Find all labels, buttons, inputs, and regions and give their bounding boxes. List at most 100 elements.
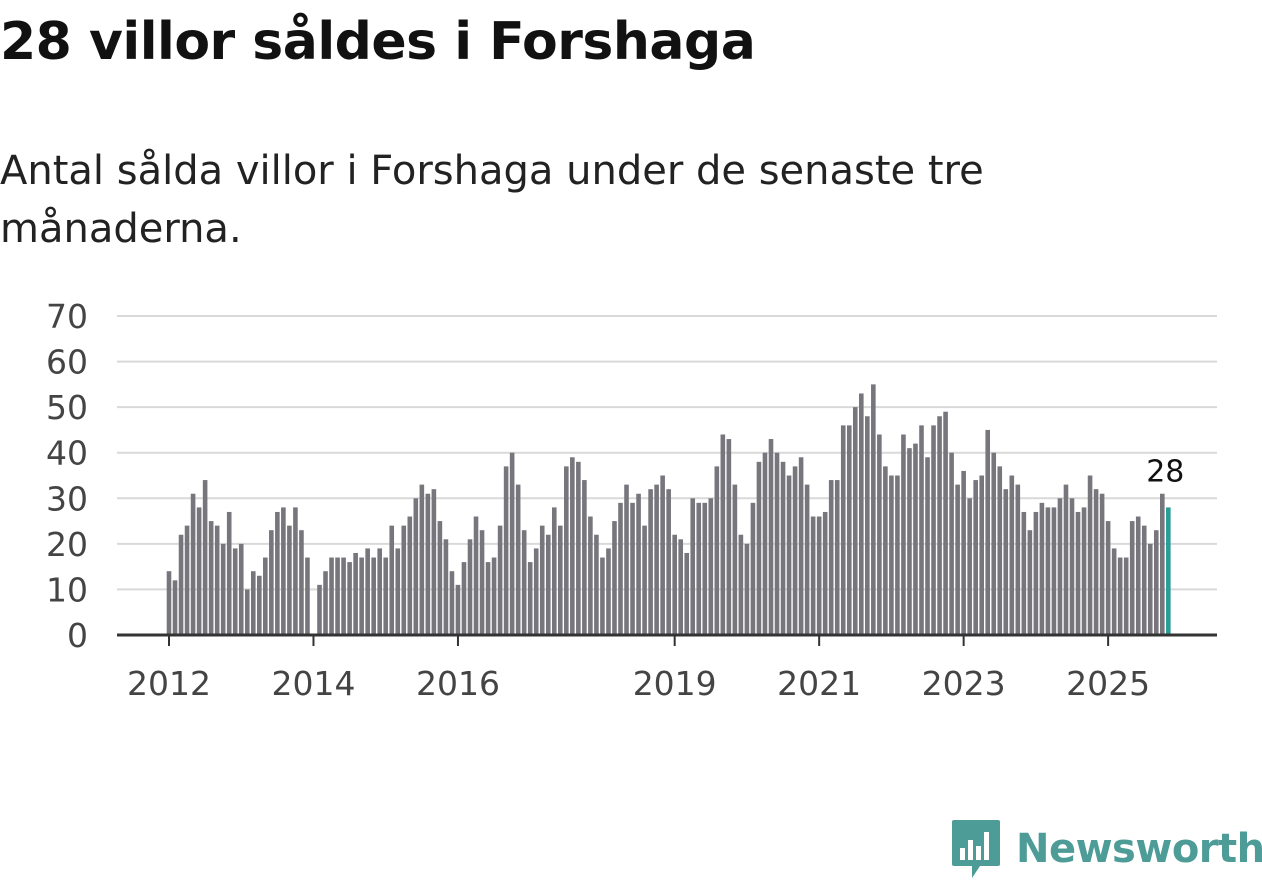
- bar: [497, 525, 503, 635]
- bar: [726, 439, 732, 635]
- bar: [232, 548, 238, 635]
- bar: [943, 411, 948, 635]
- bar: [539, 525, 545, 635]
- bar: [600, 557, 605, 635]
- bar: [407, 516, 413, 635]
- bar: [419, 484, 425, 635]
- bar: [618, 502, 623, 635]
- bar: [696, 502, 702, 635]
- bar: [479, 530, 485, 635]
- bar: [895, 475, 900, 635]
- bar: [383, 557, 389, 635]
- bar: [660, 475, 665, 635]
- bar: [985, 429, 991, 635]
- x-tick-label: 2021: [777, 664, 861, 703]
- bar: [551, 507, 557, 635]
- bar: [822, 511, 828, 635]
- bar: [973, 480, 978, 635]
- bar: [690, 498, 696, 635]
- bar: [437, 521, 443, 635]
- bar: [1051, 507, 1057, 635]
- bar: [949, 452, 954, 635]
- bar: [624, 484, 629, 635]
- bar: [744, 543, 750, 635]
- bar: [750, 502, 756, 635]
- bar: [1033, 511, 1039, 635]
- bar: [1063, 484, 1069, 635]
- bar: [828, 480, 834, 635]
- bar: [925, 457, 930, 635]
- bar: [901, 434, 906, 635]
- bar: [166, 571, 172, 635]
- bar: [208, 521, 214, 635]
- bar: [1069, 498, 1075, 635]
- bar: [570, 457, 575, 635]
- bar: [798, 457, 804, 635]
- bar: [1087, 475, 1093, 635]
- y-tick-label: 70: [46, 297, 88, 336]
- bar: [846, 425, 852, 635]
- bar: [317, 584, 322, 635]
- bar: [582, 480, 587, 635]
- bar: [467, 539, 473, 635]
- bar: [636, 493, 641, 635]
- bar: [907, 448, 912, 635]
- bar: [509, 452, 515, 635]
- x-tick-label: 2012: [127, 664, 211, 703]
- bar: [678, 539, 683, 635]
- bar: [786, 475, 792, 635]
- bar: [931, 425, 936, 635]
- bar: [780, 461, 786, 635]
- bar: [804, 484, 810, 635]
- bar: [714, 466, 720, 635]
- bar: [919, 425, 924, 635]
- bar: [401, 525, 407, 635]
- bar: [708, 498, 714, 635]
- bar: [852, 407, 858, 635]
- bar: [491, 557, 497, 635]
- bar: [684, 552, 690, 635]
- bar: [768, 439, 774, 635]
- bar: [1117, 557, 1123, 635]
- y-tick-label: 50: [46, 388, 88, 427]
- y-tick-label: 20: [46, 525, 88, 564]
- bar: [762, 452, 768, 635]
- bar: [1075, 511, 1081, 635]
- bar: [810, 516, 816, 635]
- bar: [533, 548, 539, 635]
- bar: [443, 539, 449, 635]
- bar: [883, 466, 888, 635]
- bar: [961, 470, 966, 635]
- highlight-value-label: 28: [1146, 455, 1184, 490]
- bar: [515, 484, 521, 635]
- x-tick-label: 2019: [633, 664, 717, 703]
- bar: [1003, 489, 1009, 635]
- bar: [630, 502, 635, 635]
- bar: [1123, 557, 1129, 635]
- bar: [263, 557, 268, 635]
- bar: [341, 557, 346, 635]
- bar: [1135, 516, 1141, 635]
- bar: [859, 393, 864, 635]
- bar: [365, 548, 370, 635]
- bar: [503, 466, 509, 635]
- bar: [967, 498, 972, 635]
- bar: [389, 525, 395, 635]
- bar: [269, 530, 274, 635]
- bar: [937, 416, 942, 635]
- bar: [1015, 484, 1021, 635]
- bar: [834, 480, 840, 635]
- x-tick-label: 2016: [416, 664, 500, 703]
- bar: [449, 571, 455, 635]
- y-tick-label: 0: [67, 616, 88, 655]
- bar: [865, 416, 870, 635]
- bar: [521, 530, 527, 635]
- y-tick-label: 10: [46, 570, 88, 609]
- bar: [281, 507, 286, 635]
- bar: [840, 425, 846, 635]
- bar: [413, 498, 419, 635]
- bar: [545, 534, 551, 635]
- bar-chart: 0 10 20 30 40 50 60 70 2012 2014 2016 2019 2021 2023 2…: [46, 297, 1217, 703]
- x-tick-label: 2025: [1066, 664, 1150, 703]
- bar: [991, 452, 997, 635]
